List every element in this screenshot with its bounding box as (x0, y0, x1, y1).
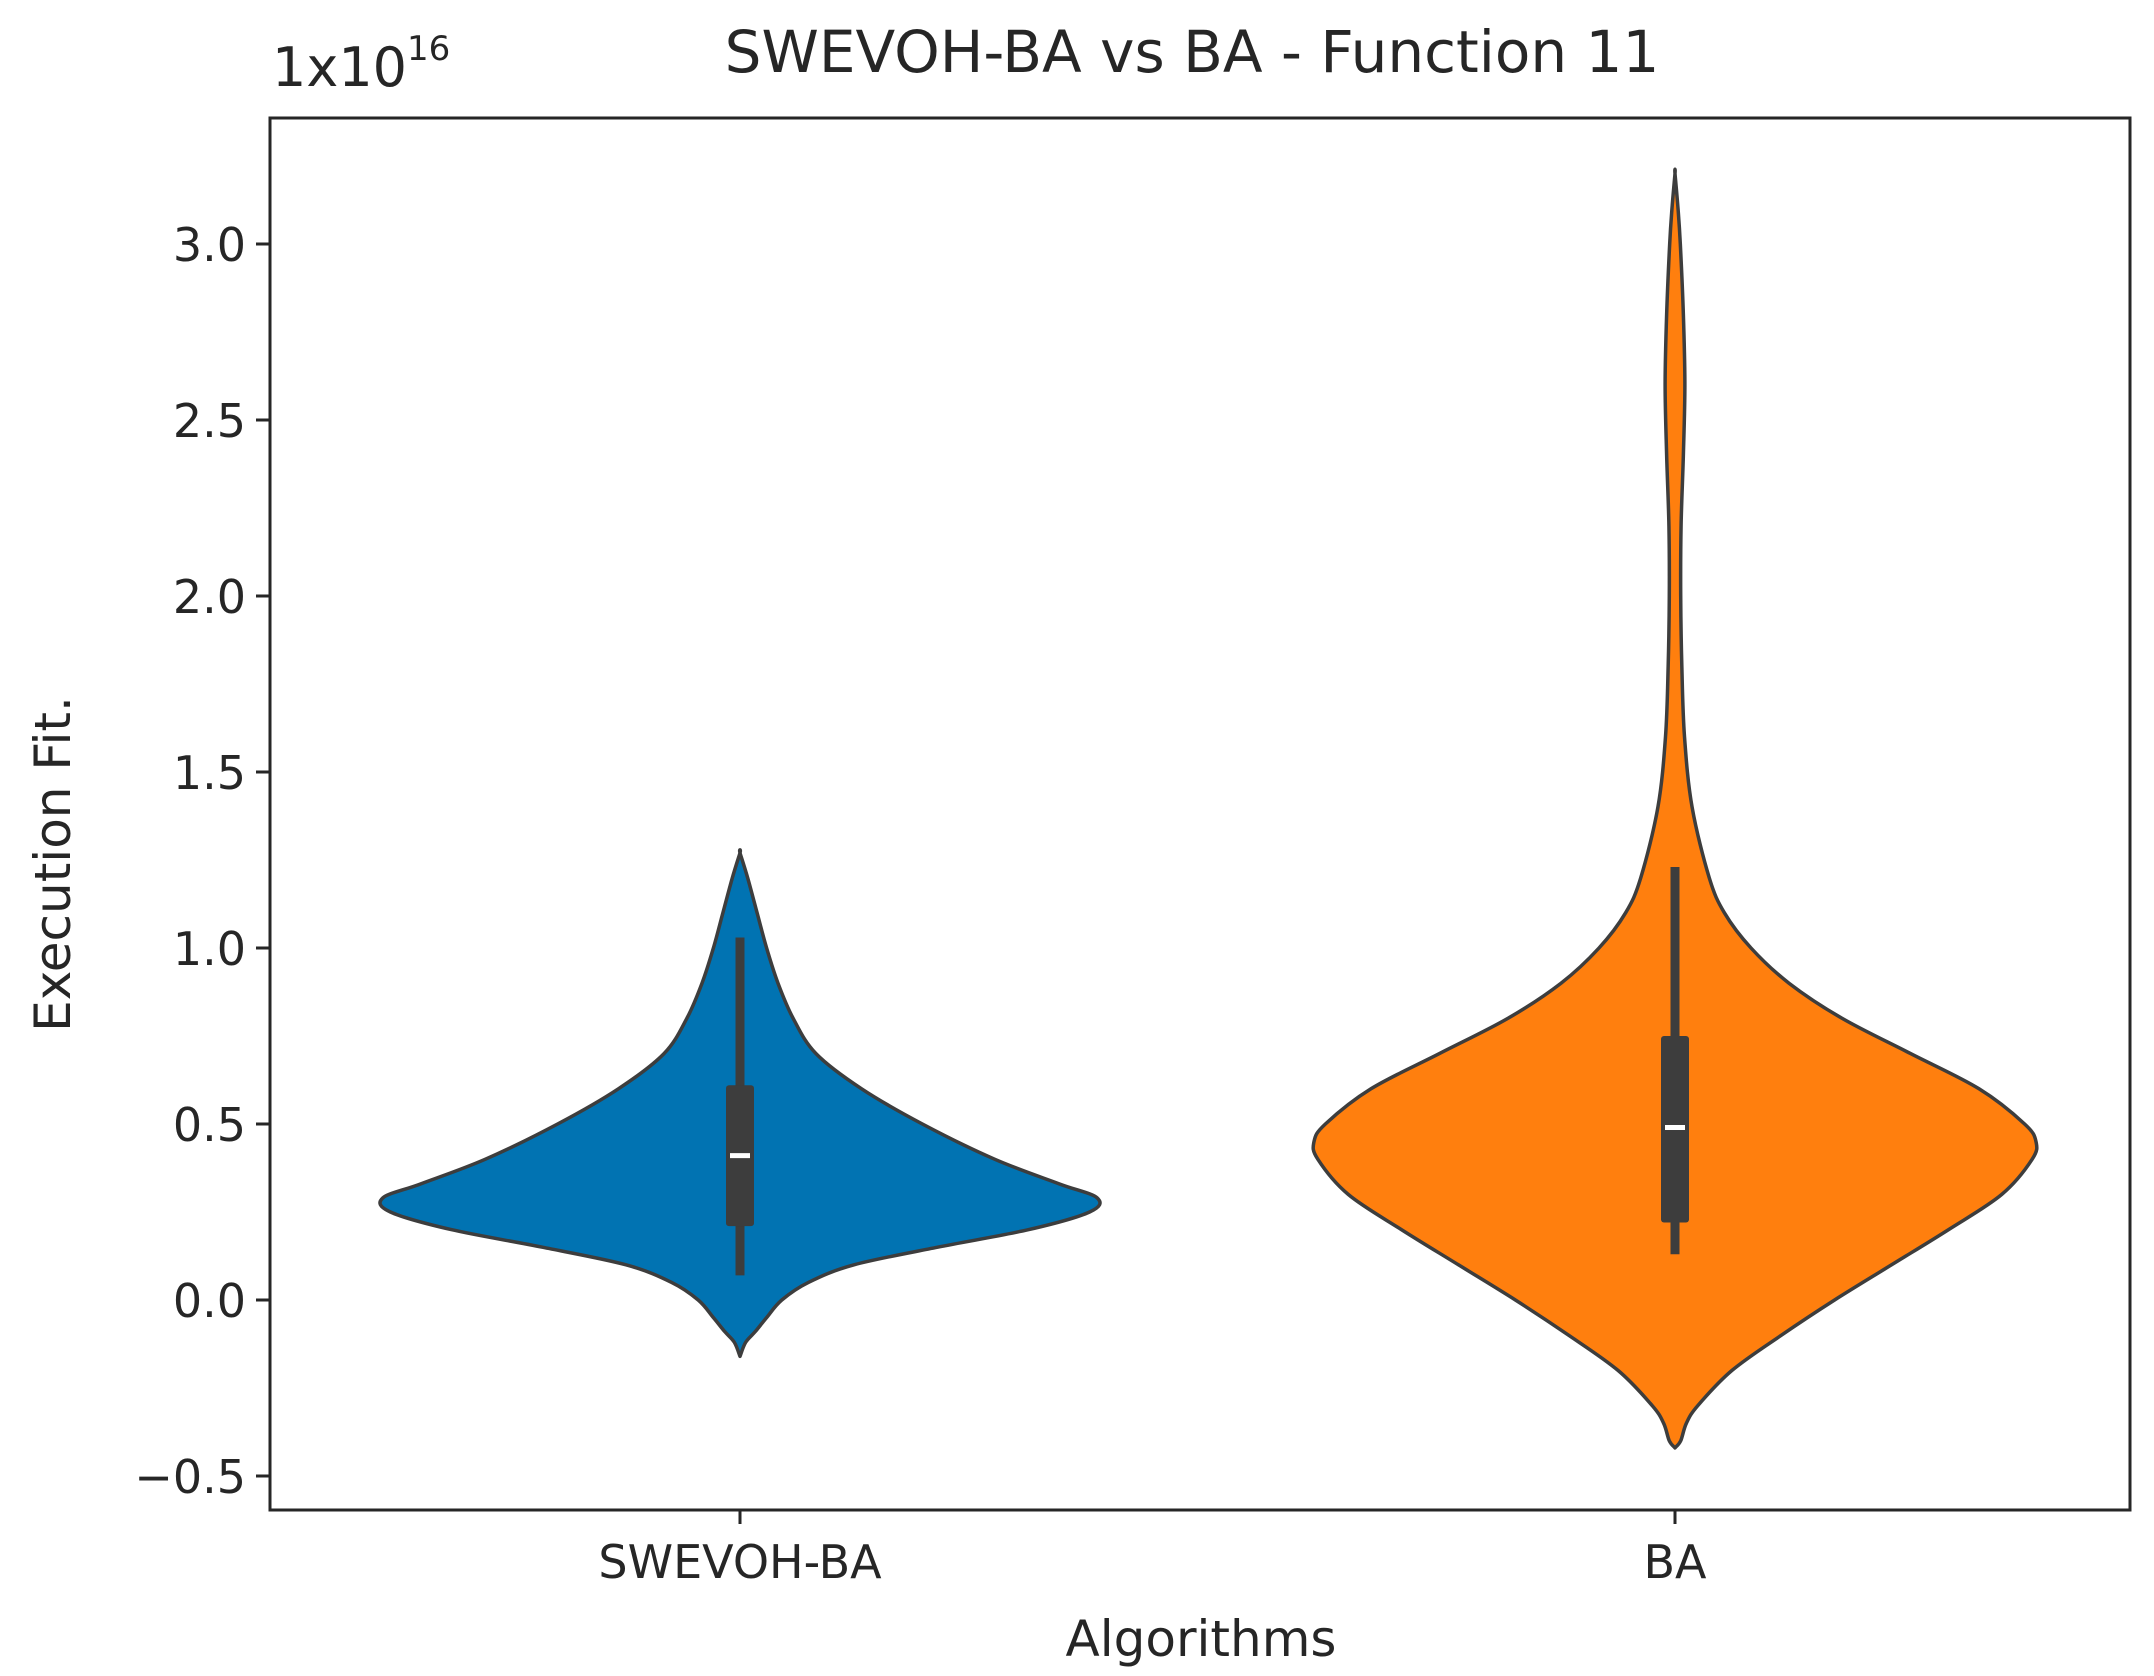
x-tick-label: SWEVOH-BA (598, 1535, 882, 1589)
violin-body-ba (1311, 167, 2039, 1450)
y-tick-label: −0.5 (134, 1450, 246, 1504)
y-axis-label: Execution Fit. (24, 696, 82, 1032)
x-tick-label: BA (1643, 1535, 1707, 1589)
y-tick-label: 1.0 (173, 922, 246, 976)
y-scale-base: 1x10 (272, 36, 407, 99)
y-tick-label: 2.0 (173, 570, 246, 624)
y-scale-exponent: 16 (407, 29, 450, 69)
y-tick-label: 3.0 (173, 218, 246, 272)
y-scale-label: 1x1016 (272, 29, 450, 99)
y-tick-label: 2.5 (173, 394, 246, 448)
plot-frame (268, 116, 2132, 1512)
x-axis-label: Algorithms (1066, 1610, 1337, 1668)
plot-area: −0.5 0.0 0.5 1.0 1.5 2.0 2.5 3.0 SWEVOH-BA BA (134, 116, 2132, 1589)
y-tick-label: 0.5 (173, 1098, 246, 1152)
chart-title: SWEVOH-BA vs BA - Function 11 (725, 18, 1660, 86)
y-tick-label: 1.5 (173, 746, 246, 800)
y-tick-label: 0.0 (173, 1274, 246, 1328)
